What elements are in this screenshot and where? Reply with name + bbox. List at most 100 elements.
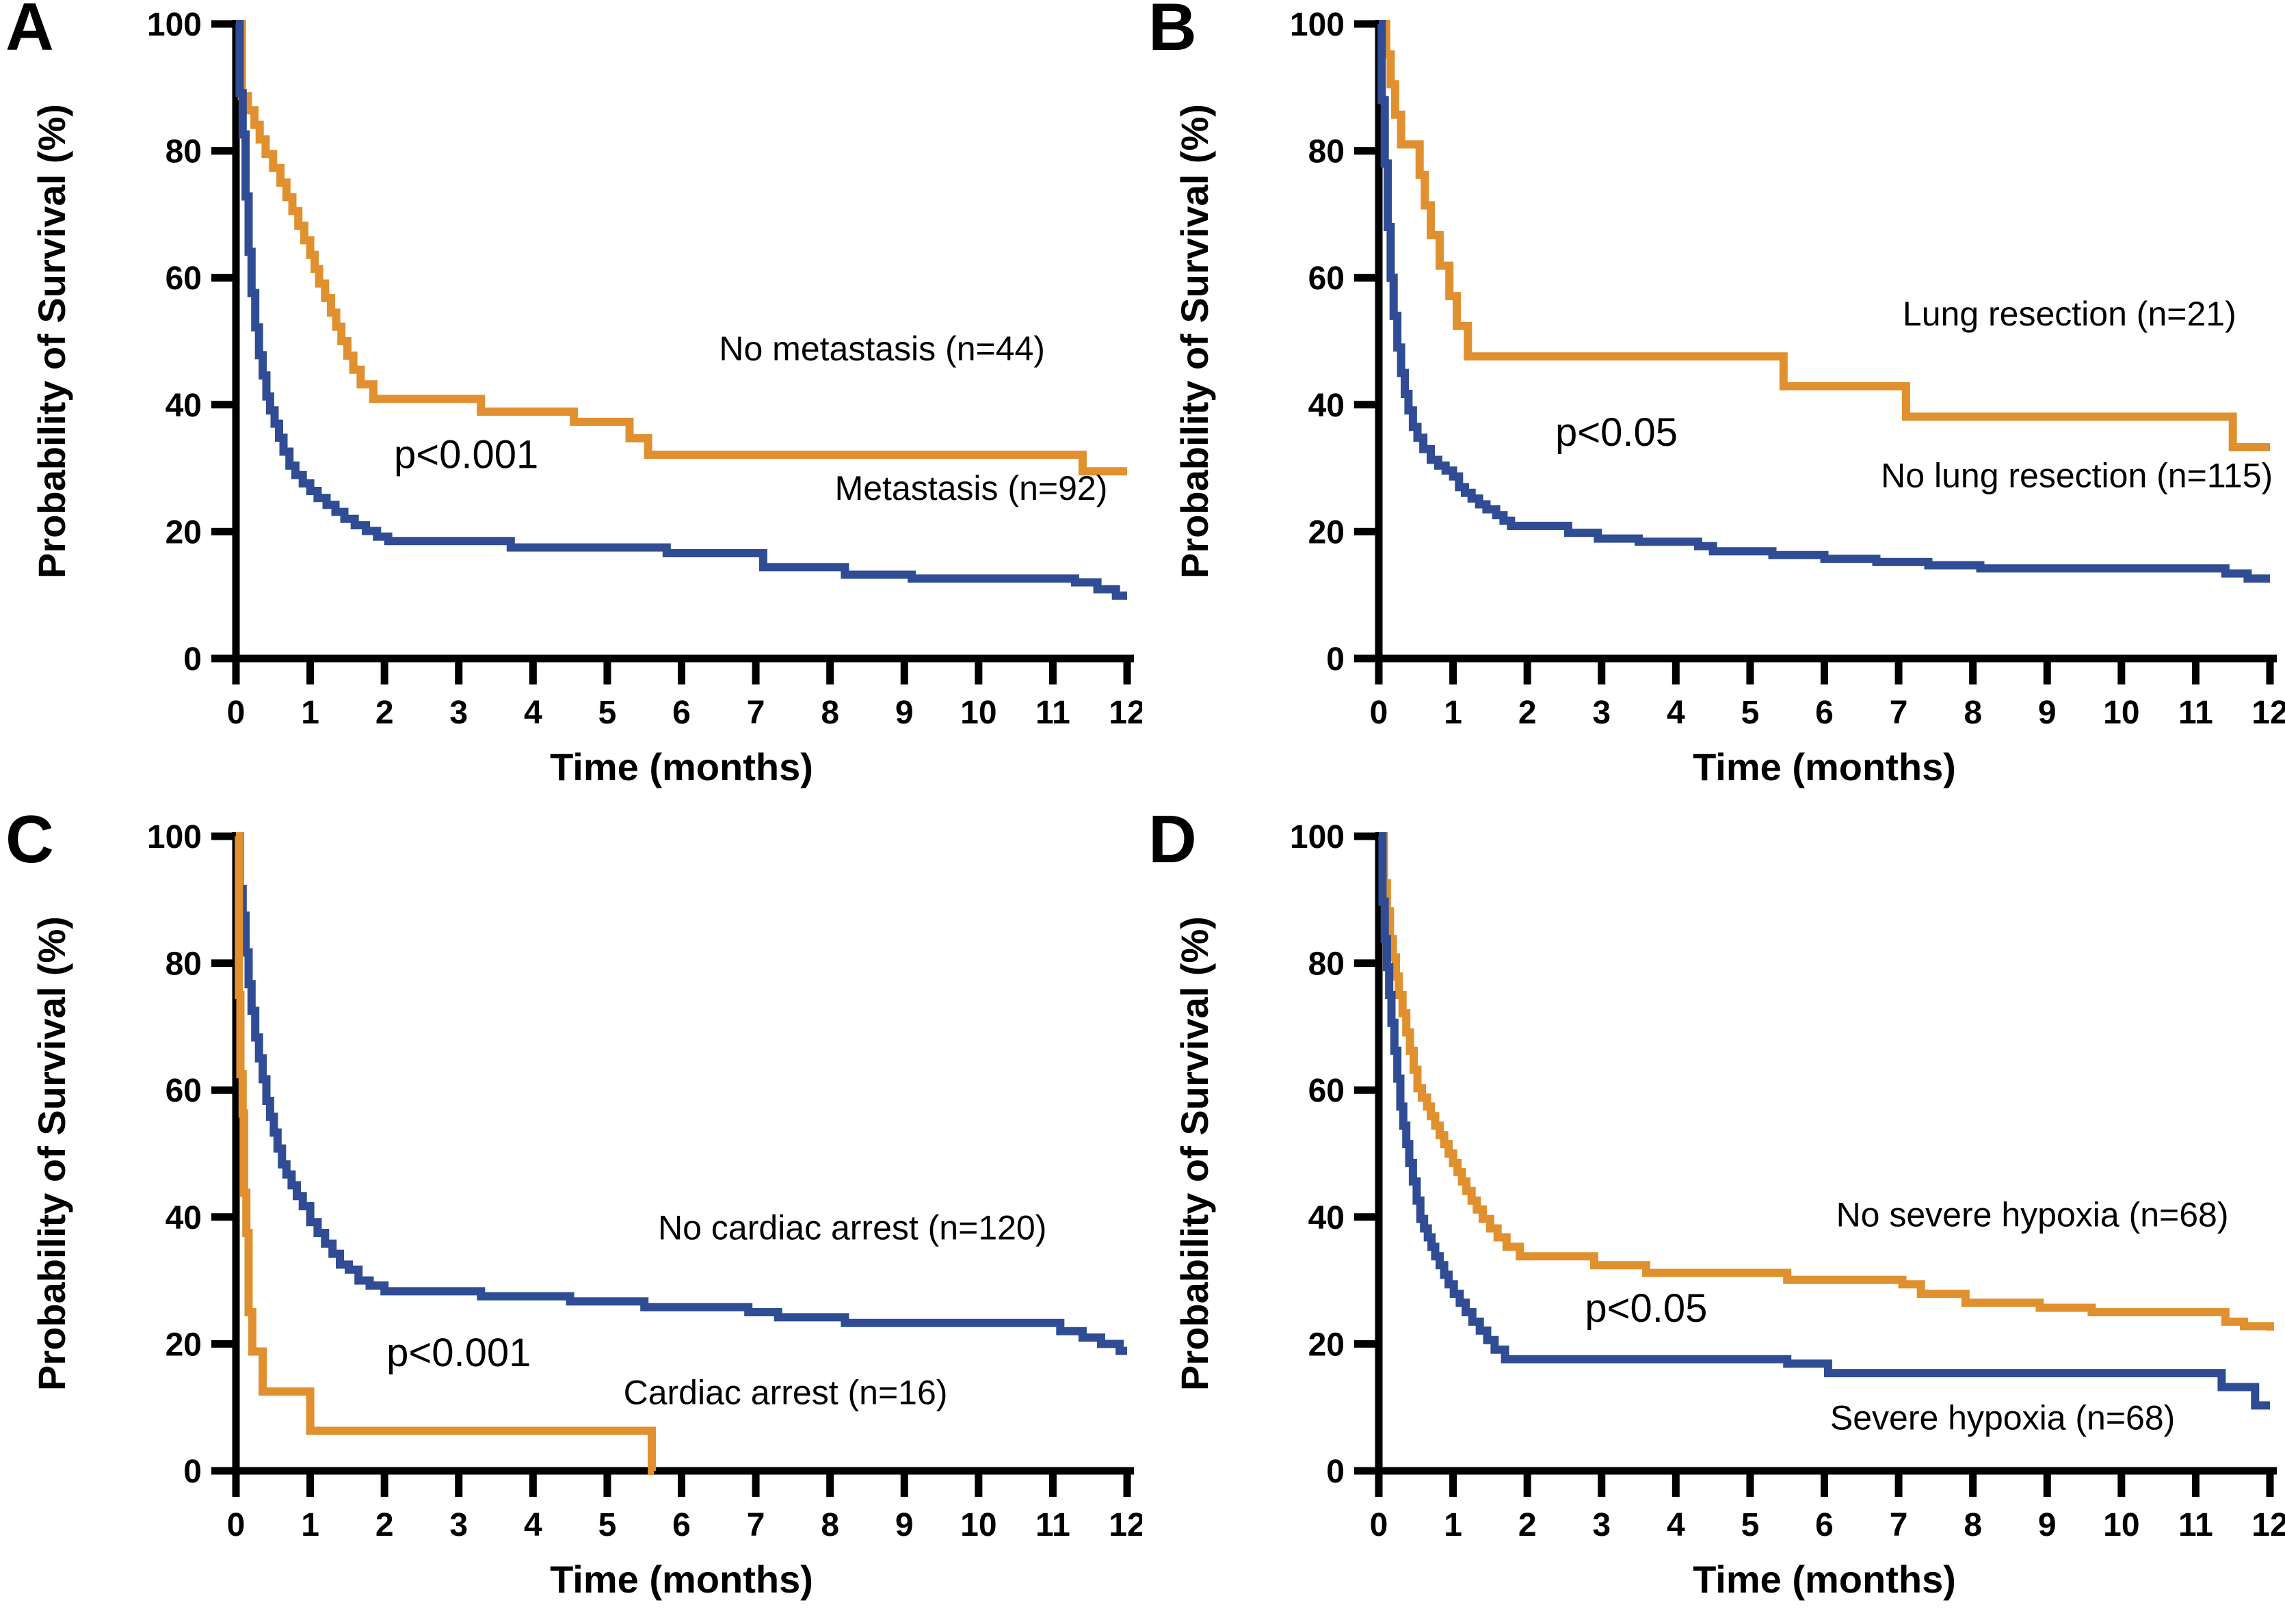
x-tick-label: 5: [1741, 1507, 1760, 1543]
x-tick-label: 12: [2251, 695, 2285, 731]
x-tick-label: 7: [1890, 695, 1908, 731]
y-tick-label: 40: [166, 1200, 202, 1236]
x-tick-label: 8: [821, 1507, 839, 1543]
p-value-label: p<0.001: [394, 433, 538, 477]
series-label: Cardiac arrest (n=16): [624, 1374, 948, 1412]
y-tick-label: 0: [1326, 641, 1345, 678]
p-value-label: p<0.001: [386, 1331, 531, 1375]
y-tick-label: 0: [1326, 1454, 1345, 1490]
y-axis-title: Probability of Survival (%): [1173, 916, 1216, 1391]
x-tick-label: 10: [960, 1507, 996, 1543]
y-tick-label: 80: [1308, 134, 1345, 170]
y-tick-label: 40: [166, 388, 202, 424]
y-axis-title: Probability of Survival (%): [30, 104, 73, 578]
panel-b: B 0 1 2 3 4 5 6 7 8 9 10 11 12 0 20 40 60 80 100 Time (mont…: [1143, 0, 2285, 812]
y-tick-label: 100: [1290, 819, 1345, 855]
y-tick-label: 100: [147, 819, 202, 855]
panel-d: D 0 1 2 3 4 5 6 7 8 9 10 11 12 0 20 40 60 80 100 Time (mont…: [1143, 802, 2285, 1624]
panel-letter-b: B: [1148, 0, 1197, 64]
x-tick-label: 0: [227, 1507, 246, 1543]
panel-letter-d: D: [1148, 801, 1197, 877]
x-tick-label: 6: [1815, 695, 1834, 731]
series-label: Lung resection (n=21): [1903, 295, 2236, 333]
x-tick-label: 5: [598, 1507, 617, 1543]
y-tick-label: 60: [1308, 261, 1345, 297]
x-tick-label: 12: [1109, 1507, 1142, 1543]
y-tick-label: 20: [166, 514, 202, 550]
x-tick-label: 3: [1592, 1507, 1611, 1543]
panel-a: A 0 1 2 3 4 5 6 7 8 9 10 11 12 0 20 40 60 80 100 Time (mont…: [0, 0, 1142, 812]
x-tick-label: 10: [2103, 695, 2139, 731]
x-tick-label: 6: [1815, 1507, 1834, 1543]
x-tick-label: 4: [1667, 695, 1685, 731]
series-label: No severe hypoxia (n=68): [1836, 1196, 2229, 1234]
y-tick-label: 60: [166, 261, 202, 297]
x-tick-label: 6: [672, 695, 691, 731]
y-tick-label: 100: [147, 7, 202, 43]
x-tick-label: 11: [2178, 695, 2213, 731]
x-tick-label: 4: [524, 695, 542, 731]
x-tick-label: 0: [1370, 1507, 1388, 1543]
y-tick-label: 60: [166, 1073, 202, 1109]
x-tick-label: 7: [1890, 1507, 1908, 1543]
x-tick-label: 6: [672, 1507, 691, 1543]
x-axis-title: Time (months): [550, 1558, 813, 1601]
y-tick-label: 40: [1308, 388, 1345, 424]
y-tick-label: 60: [1308, 1073, 1345, 1109]
km-curve-orange: [235, 832, 657, 1475]
x-tick-label: 11: [1035, 1507, 1070, 1543]
km-curve-orange: [1379, 20, 2270, 451]
x-tick-label: 8: [1964, 695, 1982, 731]
km-curve-orange: [1379, 832, 2274, 1331]
series-label: No cardiac arrest (n=120): [658, 1208, 1046, 1247]
x-tick-label: 9: [895, 1507, 914, 1543]
y-axis-title: Probability of Survival (%): [30, 916, 73, 1391]
x-tick-label: 8: [1964, 1507, 1982, 1543]
x-tick-label: 3: [449, 695, 468, 731]
p-value-label: p<0.05: [1555, 410, 1678, 455]
p-value-label: p<0.05: [1585, 1286, 1707, 1331]
y-axis-title: Probability of Survival (%): [1173, 104, 1216, 578]
x-tick-label: 3: [1592, 695, 1611, 731]
x-tick-label: 1: [301, 1507, 319, 1543]
x-tick-label: 1: [1444, 695, 1462, 731]
panel-letter-a: A: [5, 0, 54, 64]
x-tick-label: 0: [1370, 695, 1388, 731]
y-tick-label: 20: [1308, 514, 1345, 550]
x-tick-label: 0: [227, 695, 246, 731]
x-axis-title: Time (months): [1693, 1558, 1956, 1601]
km-curve-blue: [235, 832, 1127, 1355]
y-tick-label: 80: [1308, 946, 1345, 983]
x-tick-label: 4: [524, 1507, 542, 1543]
x-tick-label: 8: [821, 695, 839, 731]
x-tick-label: 9: [2038, 1507, 2057, 1543]
y-tick-label: 20: [1308, 1327, 1345, 1363]
y-tick-label: 40: [1308, 1200, 1345, 1236]
x-tick-label: 3: [449, 1507, 468, 1543]
x-tick-label: 12: [1109, 695, 1142, 731]
x-axis-title: Time (months): [550, 745, 813, 788]
x-tick-label: 7: [747, 695, 765, 731]
x-tick-label: 2: [1518, 1507, 1537, 1543]
series-label: No lung resection (n=115): [1881, 456, 2273, 494]
km-curve-blue: [1378, 832, 2270, 1410]
x-tick-label: 2: [1518, 695, 1537, 731]
km-curve-blue: [235, 20, 1127, 600]
km-curve-orange: [236, 20, 1127, 476]
x-tick-label: 5: [1741, 695, 1760, 731]
x-tick-label: 9: [895, 695, 914, 731]
x-axis-title: Time (months): [1693, 745, 1956, 788]
y-tick-label: 100: [1290, 7, 1345, 43]
km-curve-blue: [1377, 20, 2270, 583]
series-label: No metastasis (n=44): [719, 330, 1045, 368]
x-tick-label: 5: [598, 695, 617, 731]
panel-c: C 0 1 2 3 4 5 6 7 8 9 10 11 12 0 20 40 60 80 100 Time (mont…: [0, 802, 1142, 1624]
x-tick-label: 10: [2103, 1507, 2139, 1543]
series-label: Metastasis (n=92): [835, 469, 1108, 507]
x-tick-label: 11: [1035, 695, 1070, 731]
x-tick-label: 4: [1667, 1507, 1685, 1543]
